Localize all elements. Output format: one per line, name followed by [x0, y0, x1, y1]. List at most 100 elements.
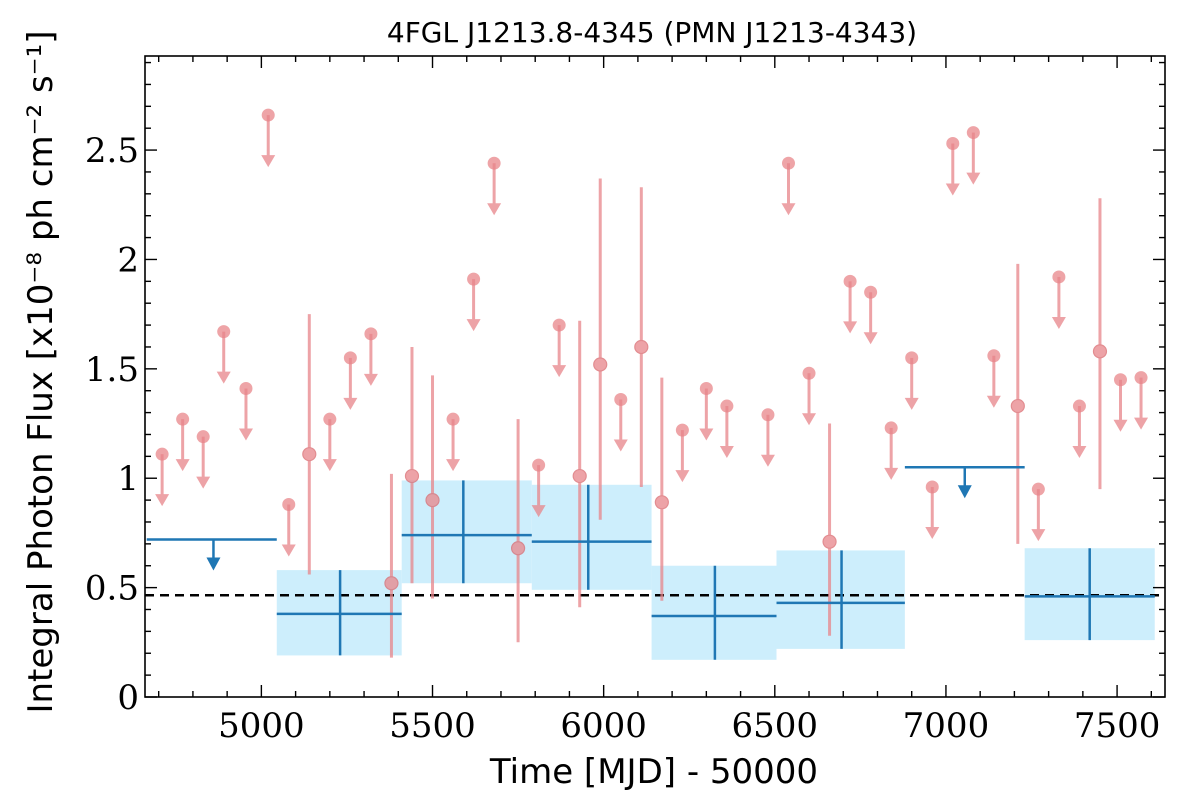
short-upper-limit-arrow-14-head: [552, 365, 567, 378]
short-upper-limit-arrow-26-head: [925, 526, 940, 539]
short-upper-limit-arrow-21: [802, 373, 817, 426]
y-tick-label: 2: [117, 240, 139, 280]
short-upper-limit-arrow-17: [699, 388, 714, 441]
short-upper-limit-arrow-0: [155, 454, 170, 507]
short-detection-marker: [302, 447, 317, 462]
short-upper-limit-arrow-8: [343, 357, 358, 410]
short-upper-limit-arrow-4: [238, 388, 253, 441]
short-upper-limit-arrow-25-head: [904, 397, 919, 410]
long-detection-2: [531, 484, 652, 590]
y-tick-label: 1.5: [85, 350, 139, 390]
y-tick-label: 2.5: [85, 131, 139, 171]
short-detection-marker: [593, 357, 608, 372]
short-upper-limit-arrow-2: [196, 436, 211, 489]
plot-frame: [144, 55, 1166, 698]
short-upper-limit-arrow-31-head: [1051, 316, 1066, 329]
short-detection-9: [822, 423, 837, 636]
y-tick-label: 0.5: [85, 569, 139, 609]
short-upper-limit-arrow-29-head: [986, 395, 1001, 408]
short-upper-limit-arrow-34-head: [1134, 417, 1149, 430]
x-tick-label: 7500: [1074, 706, 1161, 746]
short-detection-6: [593, 178, 608, 520]
short-upper-limit-arrow-6-head: [281, 544, 296, 557]
short-upper-limit-arrow-9: [363, 333, 378, 386]
short-detection-3: [425, 375, 440, 599]
short-upper-limit-arrow-29: [986, 355, 1001, 408]
short-upper-limit-arrow-23-head: [863, 332, 878, 345]
short-upper-limit-arrow-17-head: [699, 428, 714, 441]
short-upper-limit-arrow-13: [531, 465, 546, 518]
short-upper-limit-arrow-32: [1072, 406, 1087, 459]
short-upper-limit-arrow-10-head: [446, 459, 461, 472]
long-detection-3: [651, 565, 777, 660]
short-upper-limit-arrow-21-head: [802, 413, 817, 426]
short-upper-limit-arrow-19: [760, 414, 775, 467]
short-detection-1: [384, 473, 399, 658]
short-detection-marker: [1010, 398, 1025, 414]
short-upper-limit-arrow-19-head: [760, 454, 775, 467]
short-upper-limit-arrow-30-head: [1031, 529, 1046, 542]
short-upper-limit-arrow-12: [487, 163, 502, 216]
short-upper-limit-arrow-5-head: [261, 155, 276, 168]
short-upper-limit-arrow-22-head: [843, 321, 858, 334]
short-detection-2: [404, 346, 420, 584]
short-upper-limit-arrow-6: [281, 504, 296, 557]
short-detection-marker: [425, 493, 440, 508]
short-upper-limit-arrow-1: [175, 419, 190, 472]
short-detection-marker: [654, 495, 669, 510]
short-upper-limit-arrow-33-head: [1113, 419, 1128, 432]
short-upper-limit-arrow-28: [966, 132, 981, 185]
short-upper-limit-arrow-7-head: [322, 459, 337, 472]
short-upper-limit-arrow-16-head: [675, 470, 690, 483]
short-upper-limit-arrow-13-head: [531, 505, 546, 518]
long-detection-0: [276, 570, 402, 656]
short-upper-limit-arrow-24-head: [884, 467, 899, 480]
short-detection-marker: [510, 541, 526, 556]
long-detection-5: [1024, 548, 1155, 641]
short-upper-limit-arrow-14: [552, 325, 567, 378]
short-detection-marker: [822, 534, 837, 549]
short-upper-limit-arrow-0-head: [155, 494, 170, 507]
x-tick-label: 5500: [389, 706, 476, 746]
x-tick-label: 6500: [732, 706, 819, 746]
short-upper-limit-arrow-7: [322, 419, 337, 472]
short-detection-8: [654, 377, 669, 601]
short-upper-limit-arrow-15-head: [613, 439, 628, 452]
short-upper-limit-arrow-22: [843, 281, 858, 334]
y-tick-label: 1: [117, 459, 139, 499]
short-detection-11: [1092, 198, 1108, 490]
chart-title: 4FGL J1213.8-4345 (PMN J1213-4343): [387, 16, 917, 49]
y-tick-label: 0: [117, 678, 139, 718]
short-upper-limit-arrow-9-head: [363, 373, 378, 386]
short-upper-limit-arrow-26: [925, 486, 940, 539]
short-detection-marker: [634, 339, 649, 355]
y-axis-title: Integral Photon Flux [x10⁻⁸ ph cm⁻² s⁻¹]: [21, 30, 61, 713]
short-upper-limit-arrow-18-head: [719, 446, 734, 459]
short-detection-marker: [572, 468, 587, 484]
short-upper-limit-arrow-27-head: [945, 183, 960, 196]
short-upper-limit-arrow-8-head: [343, 397, 358, 410]
short-upper-limit-arrow-16: [675, 430, 690, 483]
long-upper-limit-head: [957, 485, 972, 499]
short-upper-limit-arrow-31: [1051, 276, 1066, 329]
short-upper-limit-arrow-30: [1031, 489, 1046, 542]
x-tick-label: 7000: [903, 706, 990, 746]
short-upper-limit-arrow-33: [1113, 379, 1128, 432]
short-upper-limit-arrow-2-head: [196, 476, 211, 489]
plot-area: 5000 5500 6000 6500 7000 7500 0 0.5 1 1.5 2 2.5: [85, 55, 1166, 746]
x-axis-title: Time [MJD] - 50000: [489, 752, 818, 792]
short-upper-limit-arrow-3-head: [216, 371, 231, 384]
short-upper-limit-arrow-15: [613, 399, 628, 452]
short-upper-limit-arrow-25: [904, 357, 919, 410]
short-upper-limit-arrow-23: [863, 292, 878, 345]
long-upper-limit-0: [146, 538, 277, 571]
short-detection-marker: [404, 468, 420, 484]
short-upper-limit-arrow-11-head: [466, 319, 481, 332]
long-bin-band-2: [531, 484, 652, 590]
x-tick-label: 5000: [218, 706, 305, 746]
long-upper-limit-1: [904, 466, 1025, 499]
long-bin-band-1: [401, 480, 532, 584]
short-upper-limit-arrow-24: [884, 427, 899, 480]
short-detection-4: [510, 419, 526, 643]
